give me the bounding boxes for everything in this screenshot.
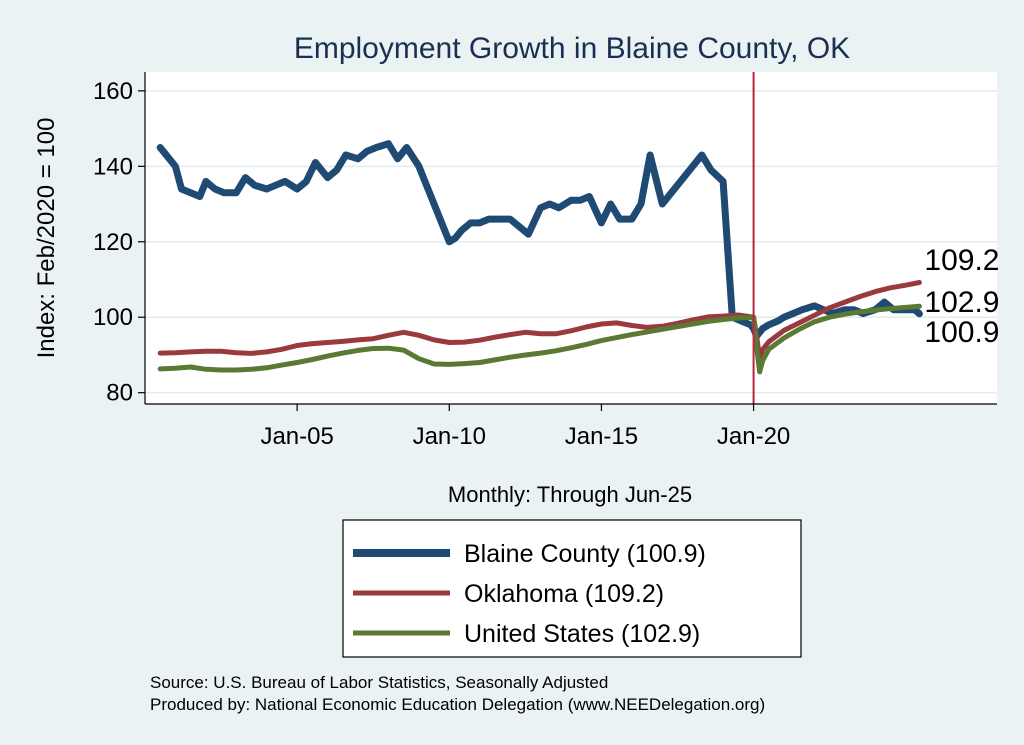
series-line-oklahoma xyxy=(157,280,922,362)
y-ticks: 80 100 120 140 160 xyxy=(93,78,145,407)
series-line-blaine-county xyxy=(156,140,923,340)
x-tick-label: Jan-05 xyxy=(260,423,333,450)
x-tick-label: Jan-15 xyxy=(565,423,638,450)
end-label-united-states: 102.9 xyxy=(924,286,999,319)
y-tick-label: 140 xyxy=(93,153,133,180)
y-tick-label: 100 xyxy=(93,304,133,331)
legend-label: Blaine County (100.9) xyxy=(464,540,706,568)
x-ticks: Jan-05 Jan-10 Jan-15 Jan-20 xyxy=(260,404,790,450)
y-tick-label: 80 xyxy=(106,380,133,407)
end-labels: 100.9 109.2 102.9 xyxy=(924,244,999,349)
plot-area xyxy=(145,72,997,404)
gridlines xyxy=(145,90,997,394)
y-axis-label: Index: Feb/2020 = 100 xyxy=(33,118,60,359)
end-label-blaine-county: 100.9 xyxy=(924,316,999,349)
legend-label: Oklahoma (109.2) xyxy=(464,580,664,608)
frequency-note: Monthly: Through Jun-25 xyxy=(448,482,692,507)
series-line-united-states xyxy=(157,303,922,375)
y-tick-label: 120 xyxy=(93,229,133,256)
series-lines xyxy=(156,140,923,375)
chart-title: Employment Growth in Blaine County, OK xyxy=(294,32,850,65)
end-label-oklahoma: 109.2 xyxy=(924,244,999,277)
x-tick-label: Jan-10 xyxy=(413,423,486,450)
y-tick-label: 160 xyxy=(93,78,133,105)
x-tick-label: Jan-20 xyxy=(717,423,790,450)
produced-by-line: Produced by: National Economic Education… xyxy=(150,695,765,714)
legend-label: United States (102.9) xyxy=(464,620,700,648)
legend: Blaine County (100.9) Oklahoma (109.2) Uni… xyxy=(353,540,706,648)
source-line: Source: U.S. Bureau of Labor Statistics,… xyxy=(150,673,608,692)
